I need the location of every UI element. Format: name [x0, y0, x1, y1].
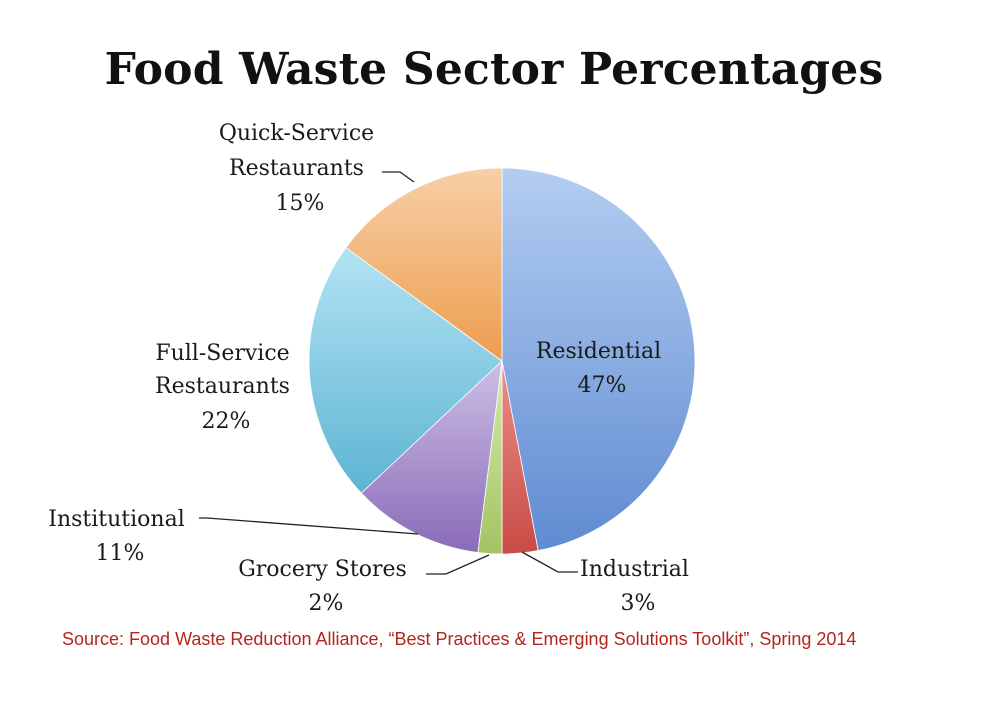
slice-name-industrial: Industrial: [580, 557, 689, 582]
slice-value-institutional: 11%: [96, 541, 145, 566]
pie-slices: [308, 167, 696, 555]
slice-label-residential: Residential 47%: [536, 339, 668, 398]
slice-value-full-service: 22%: [202, 409, 251, 434]
slice-name-full-service-line1: Full-Service: [155, 341, 289, 366]
slice-name-quick-service-line2: Restaurants: [229, 156, 364, 181]
slice-label-institutional: Institutional 11%: [48, 507, 191, 566]
leader-line-industrial: [521, 551, 578, 573]
leader-line-institutional: [199, 517, 419, 535]
slice-name-full-service-line2: Restaurants: [155, 374, 290, 399]
slice-name-residential: Residential: [536, 339, 661, 364]
slice-value-quick-service: 15%: [276, 191, 325, 216]
slice-label-quick-service: Quick-Service Restaurants 15%: [219, 121, 381, 216]
slice-name-institutional: Institutional: [48, 507, 184, 532]
slice-value-residential: 47%: [578, 373, 627, 398]
slice-value-grocery-stores: 2%: [309, 591, 344, 616]
leader-line-grocery-stores: [426, 554, 490, 575]
pie-slice-full-service-restaurants: [308, 247, 503, 494]
slice-label-grocery-stores: Grocery Stores 2%: [238, 557, 414, 616]
slice-label-full-service: Full-Service Restaurants 22%: [155, 341, 297, 434]
pie-slice-institutional: [360, 359, 503, 553]
pie-slice-quick-service-restaurants: [345, 167, 503, 362]
slice-label-industrial: Industrial 3%: [580, 557, 696, 616]
pie-slice-residential: [501, 167, 696, 552]
slice-value-industrial: 3%: [621, 591, 656, 616]
chart-title: Food Waste Sector Percentages: [104, 44, 884, 95]
slice-name-quick-service-line1: Quick-Service: [219, 121, 374, 146]
leader-line-quick-service: [382, 171, 415, 183]
slice-name-grocery-stores: Grocery Stores: [238, 557, 407, 582]
source-note: Source: Food Waste Reduction Alliance, “…: [62, 629, 857, 649]
